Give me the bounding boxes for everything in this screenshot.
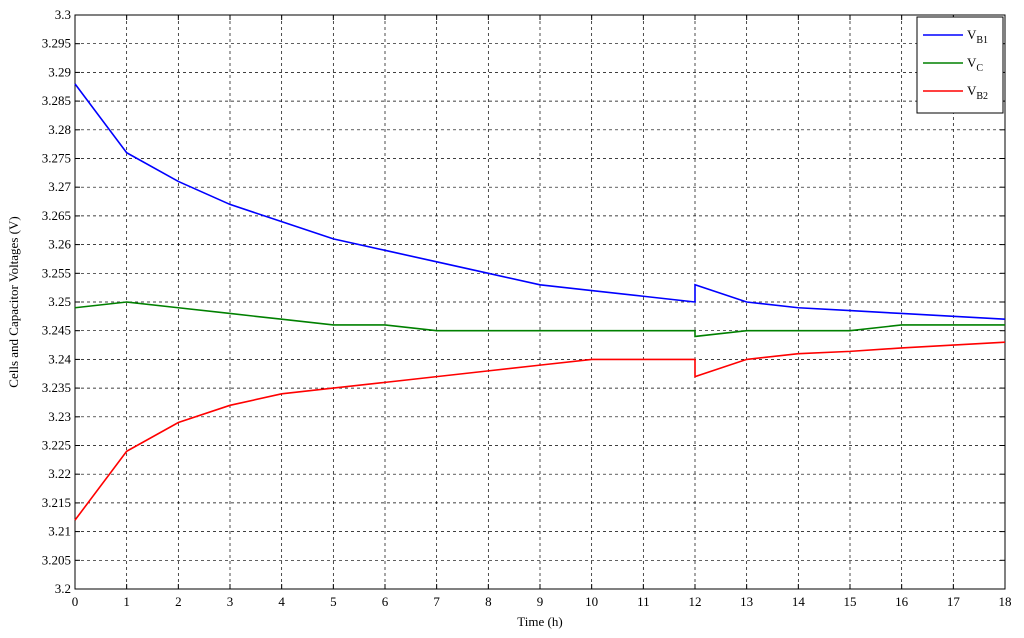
legend-box bbox=[916, 16, 1004, 114]
x-tick-label: 6 bbox=[382, 594, 389, 609]
plot-frame bbox=[74, 14, 1006, 590]
x-tick-label: 5 bbox=[330, 594, 337, 609]
y-tick-label: 3.21 bbox=[48, 524, 71, 539]
x-tick-label: 11 bbox=[637, 594, 650, 609]
y-tick-label: 3.235 bbox=[42, 380, 71, 395]
y-tick-label: 3.24 bbox=[48, 351, 71, 366]
x-tick-label: 10 bbox=[585, 594, 598, 609]
y-tick-label: 3.23 bbox=[48, 409, 71, 424]
x-tick-label: 1 bbox=[123, 594, 130, 609]
x-tick-label: 14 bbox=[792, 594, 806, 609]
y-tick-label: 3.245 bbox=[42, 323, 71, 338]
x-tick-label: 3 bbox=[227, 594, 234, 609]
line-series bbox=[74, 83, 1006, 321]
y-tick-label: 3.255 bbox=[42, 265, 71, 280]
x-tick-label: 13 bbox=[740, 594, 753, 609]
y-tick-label: 3.2 bbox=[55, 581, 71, 596]
y-tick-label: 3.285 bbox=[42, 93, 71, 108]
x-tick-label: 18 bbox=[999, 594, 1012, 609]
x-tick-label: 2 bbox=[175, 594, 182, 609]
x-tick-label: 0 bbox=[72, 594, 79, 609]
y-tick-label: 3.215 bbox=[42, 495, 71, 510]
y-tick-label: 3.29 bbox=[48, 64, 71, 79]
x-tick-label: 4 bbox=[278, 594, 285, 609]
y-tick-label: 3.205 bbox=[42, 552, 71, 567]
x-tick-label: 7 bbox=[433, 594, 440, 609]
y-tick-label: 3.22 bbox=[48, 466, 71, 481]
x-tick-label: 9 bbox=[537, 594, 544, 609]
legend-label: VC bbox=[967, 55, 983, 74]
y-axis-label: Cells and Capacitor Voltages (V) bbox=[6, 216, 21, 387]
y-tick-label: 3.275 bbox=[42, 151, 71, 166]
line-series bbox=[74, 301, 1005, 338]
x-tick-label: 12 bbox=[689, 594, 702, 609]
y-tick-label: 3.265 bbox=[42, 208, 71, 223]
legend: VB1 VC VB2 bbox=[916, 16, 1004, 114]
legend-label: VB1 bbox=[967, 27, 988, 46]
y-tick-label: 3.26 bbox=[48, 237, 71, 252]
y-tick-label: 3.28 bbox=[48, 122, 71, 137]
x-axis-label: Time (h) bbox=[517, 614, 562, 629]
x-tick-label: 15 bbox=[844, 594, 857, 609]
x-tick-label: 8 bbox=[485, 594, 492, 609]
y-tick-label: 3.225 bbox=[42, 438, 71, 453]
line-series bbox=[74, 341, 1006, 521]
legend-label: VB2 bbox=[967, 83, 988, 102]
y-tick-label: 3.295 bbox=[42, 36, 71, 51]
x-tick-label: 17 bbox=[947, 594, 961, 609]
y-tick-label: 3.3 bbox=[55, 7, 71, 22]
x-tick-label: 16 bbox=[895, 594, 909, 609]
y-tick-label: 3.25 bbox=[48, 294, 71, 309]
y-tick-label: 3.27 bbox=[48, 179, 71, 194]
